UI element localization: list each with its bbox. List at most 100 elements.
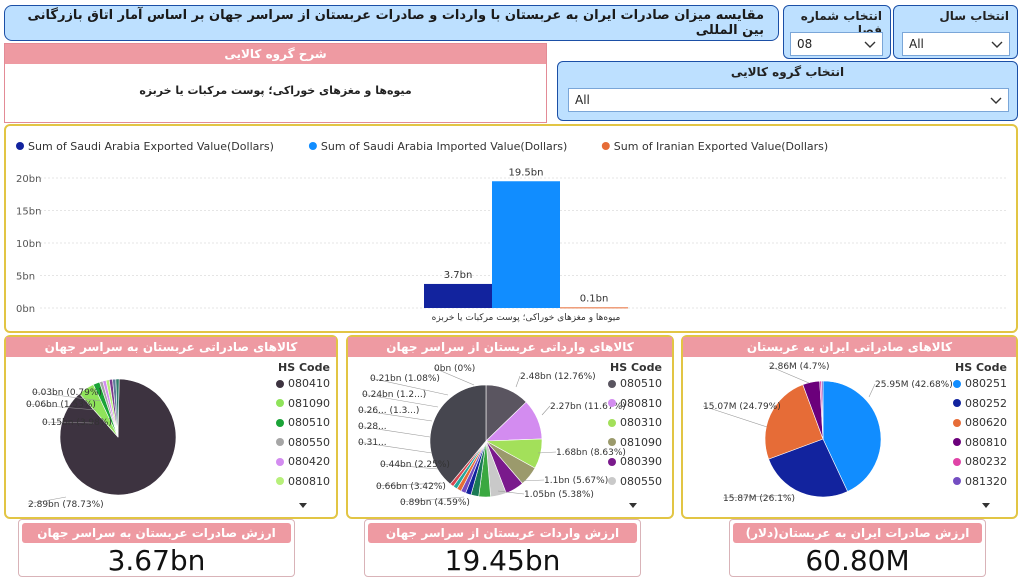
pie-data-label: 1.68bn (8.63%) [556, 448, 626, 458]
leader-line [27, 496, 67, 505]
pie-data-label: 0.15bn (3.98%) [42, 418, 112, 428]
leader-line [768, 365, 810, 384]
pie-title: کالاهای صادراتی ایران به عربستان [683, 337, 1016, 357]
legend-item-080510[interactable]: 080510 [276, 416, 330, 429]
legend-label: 080510 [620, 377, 662, 390]
pie-data-label: 0.31... [358, 438, 387, 448]
leader-line [41, 421, 95, 424]
legend-label: Sum of Iranian Exported Value(Dollars) [614, 140, 828, 153]
legend-item-081090[interactable]: 081090 [608, 436, 662, 449]
pie-slice-0[interactable] [822, 380, 882, 492]
leader-line [25, 403, 97, 411]
legend-label: 080252 [965, 396, 1007, 410]
bar-data-label: 19.5bn [509, 167, 544, 178]
group-slicer-title: انتخاب گروه کالایی [730, 65, 845, 79]
group-dropdown-value: All [575, 93, 590, 107]
legend-item-080252[interactable]: 080252 [953, 397, 1007, 410]
pie-data-label: 0.03bn (0.79%) [32, 388, 102, 398]
chapter-dropdown[interactable]: 08 [790, 32, 883, 56]
pie-slice-5[interactable] [821, 380, 824, 440]
legend-item-081320[interactable]: 081320 [953, 475, 1007, 488]
legend-dot [276, 457, 284, 466]
kpi-card-saudi-imports: ارزش واردات عربستان از سراسر جهان (دلار)… [364, 519, 641, 577]
kpi-card-saudi-exports: ارزش صادرات عربستان به سراسر جهان (دلار)… [18, 519, 295, 577]
legend-item-080550[interactable]: 080550 [608, 475, 662, 488]
legend-item-081090[interactable]: 081090 [276, 397, 330, 410]
leader-line [357, 409, 433, 422]
legend-item-080251[interactable]: 080251 [953, 377, 1007, 390]
pie-data-label: 0.66bn (3.42%) [376, 482, 446, 492]
legend-item-080310[interactable]: 080310 [608, 416, 662, 429]
legend-dot [308, 142, 317, 150]
pie-data-label: 0bn (0%) [434, 364, 475, 374]
year-slicer-title: انتخاب سال [939, 9, 1009, 23]
pie-data-label: 15.87M (26.1%) [723, 494, 795, 504]
legend-dot [953, 399, 961, 407]
legend-label: 080810 [288, 474, 330, 488]
pie-data-label: 0.21bn (1.08%) [370, 374, 440, 384]
bar-1[interactable] [492, 181, 560, 308]
legend-item-080232[interactable]: 080232 [953, 455, 1007, 468]
leader-line [357, 441, 433, 454]
group-description-title: شرح گروه کالایی [5, 44, 546, 64]
leader-line [375, 482, 445, 487]
pie-chart-saudi-imports: 2.48bn (12.76%) 2.27bn (11.67%) 1.68bn (8.… [357, 364, 626, 508]
pie-data-label: 1.1bn (5.67%) [544, 476, 608, 486]
legend-item-080390[interactable]: 080390 [608, 455, 662, 468]
legend-dot [953, 438, 961, 446]
legend-dot [276, 379, 284, 388]
legend-label: 080810 [965, 435, 1007, 449]
group-description-card: شرح گروه کالایی میوه‌ها و مغزهای خوراکی؛… [4, 43, 547, 123]
pie-chart-iran-exports: 25.95M (42.68%) 15.87M (26.1%) 15.07M (24.… [702, 362, 953, 504]
pie-data-label: 0.24bn (1.2...) [362, 390, 426, 400]
legend-more-icon[interactable] [629, 503, 637, 508]
legend-item-080810[interactable]: 080810 [276, 475, 330, 488]
pie-slice-1[interactable] [768, 438, 848, 498]
legend-item-1[interactable]: Sum of Saudi Arabia Imported Value(Dolla… [308, 140, 567, 153]
kpi-card-iran-exports: ارزش صادرات ایران به عربستان(دلار) 60.80… [729, 519, 986, 577]
legend-label: 080550 [620, 474, 662, 488]
legend-item-080410[interactable]: 080410 [276, 377, 330, 390]
group-dropdown[interactable]: All [568, 88, 1009, 112]
kpi-title: ارزش صادرات عربستان به سراسر جهان (دلار) [22, 523, 291, 560]
pie-slice-13[interactable] [429, 384, 487, 485]
legend-title: HS Code [278, 361, 330, 374]
legend-item-080420[interactable]: 080420 [276, 455, 330, 468]
year-dropdown[interactable]: All [902, 32, 1010, 56]
legend-item-080620[interactable]: 080620 [953, 416, 1007, 429]
legend-item-2[interactable]: Sum of Iranian Exported Value(Dollars) [601, 140, 828, 153]
legend-dot [953, 477, 961, 485]
bar-2[interactable] [560, 307, 628, 309]
leader-line [433, 367, 475, 386]
legend-more-icon[interactable] [299, 503, 307, 508]
legend-dot [276, 477, 284, 485]
legend-more-icon[interactable] [982, 503, 990, 508]
leader-line [722, 494, 794, 499]
pie-card-iran-exports: کالاهای صادراتی ایران به عربستان 25.95M … [681, 335, 1018, 519]
legend-item-0[interactable]: Sum of Saudi Arabia Exported Value(Dolla… [16, 140, 274, 153]
kpi-value: 19.45bn [444, 544, 561, 577]
y-tick-label: 15bn [16, 207, 41, 218]
legend-label: 080251 [965, 377, 1007, 390]
legend-label: 081090 [288, 396, 330, 410]
pie-data-label: 0.89bn (4.59%) [400, 498, 470, 508]
kpi-title: ارزش صادرات ایران به عربستان(دلار) [733, 523, 982, 543]
leader-line [541, 405, 551, 416]
y-tick-label: 5bn [16, 272, 35, 283]
legend-dot [276, 399, 284, 407]
y-tick-label: 10bn [16, 239, 41, 250]
pie-slice-8[interactable] [115, 378, 120, 438]
bar-0[interactable] [424, 283, 492, 308]
legend-item-080810[interactable]: 080810 [608, 397, 662, 410]
legend-label: Sum of Saudi Arabia Exported Value(Dolla… [28, 140, 274, 153]
pie-data-label: 25.95M (42.68%) [875, 380, 953, 390]
legend-item-080550[interactable]: 080550 [276, 436, 330, 449]
legend-label: 081090 [620, 435, 662, 449]
leader-line [537, 451, 557, 454]
pie-card-saudi-imports: کالاهای وارداتی عربستان از سراسر جهان 2.… [346, 335, 674, 519]
legend-item-080810[interactable]: 080810 [953, 436, 1007, 449]
pie-slice-2[interactable] [764, 384, 824, 460]
legend-item-080510[interactable]: 080510 [608, 377, 662, 390]
pie-data-label: 15.07M (24.79%) [703, 402, 781, 412]
legend-dot [276, 418, 284, 427]
